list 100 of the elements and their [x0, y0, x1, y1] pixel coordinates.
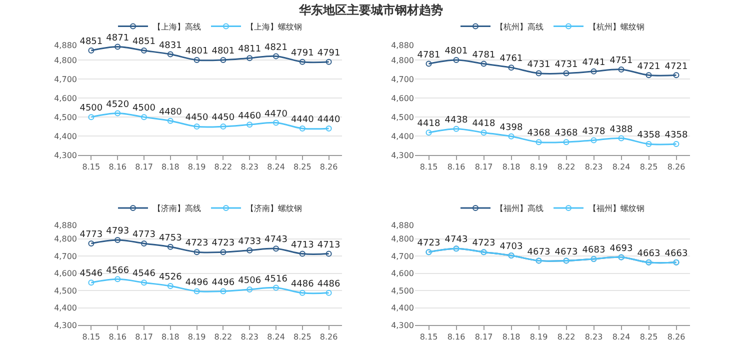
data-label: 4673: [554, 247, 578, 258]
x-tick-label: 8.26: [667, 332, 686, 342]
x-tick-label: 8.19: [188, 332, 206, 342]
x-tick-label: 8.16: [447, 162, 466, 172]
data-label: 4751: [610, 56, 633, 66]
x-tick-label: 8.16: [447, 332, 466, 342]
data-label: 4743: [264, 235, 288, 246]
y-tick-label: 4,800: [391, 234, 414, 244]
y-tick-label: 4,400: [54, 132, 77, 141]
data-label: 4546: [132, 269, 156, 280]
data-label: 4450: [185, 113, 209, 124]
data-label: 4566: [106, 266, 130, 276]
x-tick-label: 8.26: [667, 162, 686, 172]
data-label: 4486: [290, 280, 314, 290]
data-label: 4721: [664, 62, 688, 72]
data-label: 4791: [317, 48, 340, 59]
y-tick-label: 4,300: [391, 320, 414, 330]
data-label: 4723: [472, 238, 496, 249]
y-tick-label: 4,300: [391, 150, 414, 160]
x-tick-label: 8.25: [293, 332, 312, 342]
legend-label: 【福州】高线: [496, 204, 544, 214]
x-tick-label: 8.17: [135, 332, 153, 342]
data-label: 4703: [500, 242, 523, 252]
y-tick-label: 4,500: [391, 286, 414, 296]
x-tick-label: 8.22: [557, 162, 576, 172]
x-tick-label: 8.23: [584, 162, 603, 172]
y-tick-label: 4,500: [54, 286, 77, 296]
legend-label: 【杭州】螺纹钢: [588, 22, 644, 32]
data-label: 4486: [317, 280, 341, 290]
data-label: 4673: [527, 247, 550, 258]
data-label: 4460: [238, 111, 262, 122]
y-tick-label: 4,400: [391, 132, 414, 141]
x-tick-label: 8.17: [474, 162, 493, 172]
x-tick-label: 8.15: [82, 332, 100, 342]
data-label: 4368: [554, 128, 578, 139]
data-label: 4450: [212, 113, 235, 124]
legend-label: 【福州】螺纹钢: [588, 204, 644, 214]
y-tick-label: 4,880: [391, 220, 414, 230]
data-label: 4781: [472, 50, 496, 60]
y-tick-label: 4,700: [391, 252, 414, 261]
data-label: 4663: [637, 249, 660, 260]
data-label: 4520: [106, 100, 130, 110]
x-tick-label: 8.22: [214, 162, 232, 172]
data-label: 4663: [664, 249, 688, 260]
x-tick-label: 8.25: [293, 162, 312, 172]
data-label: 4781: [417, 50, 440, 60]
data-label: 4741: [582, 58, 606, 68]
data-label: 4526: [158, 272, 182, 283]
data-label: 4440: [317, 115, 341, 126]
data-label: 4773: [80, 230, 103, 240]
data-label: 4693: [610, 244, 633, 254]
y-tick-label: 4,800: [54, 56, 77, 65]
data-label: 4811: [238, 44, 262, 55]
data-label: 4753: [158, 234, 182, 244]
data-label: 4801: [212, 46, 235, 57]
data-label: 4793: [106, 226, 130, 237]
y-tick-label: 4,300: [54, 320, 77, 330]
data-label: 4821: [264, 42, 288, 53]
y-tick-label: 4,600: [54, 269, 77, 278]
x-tick-label: 8.23: [584, 332, 603, 342]
data-label: 4418: [417, 119, 440, 130]
y-tick-label: 4,880: [54, 40, 77, 50]
data-label: 4743: [444, 235, 468, 246]
data-label: 4496: [212, 278, 235, 288]
y-tick-label: 4,400: [54, 304, 77, 313]
data-label: 4500: [132, 104, 156, 114]
data-label: 4500: [80, 104, 103, 114]
y-tick-label: 4,400: [391, 304, 414, 313]
legend-label: 【上海】高线: [153, 22, 201, 32]
data-label: 4723: [212, 238, 235, 249]
x-tick-label: 8.15: [420, 162, 438, 172]
legend-label: 【杭州】高线: [496, 22, 544, 32]
x-tick-label: 8.17: [135, 162, 153, 172]
data-label: 4851: [80, 37, 103, 48]
x-tick-label: 8.18: [161, 332, 180, 342]
x-tick-label: 8.24: [267, 332, 285, 342]
x-tick-label: 8.23: [240, 332, 259, 342]
data-label: 4480: [158, 107, 182, 118]
data-label: 4731: [527, 60, 550, 70]
data-label: 4438: [444, 115, 468, 126]
data-label: 4440: [290, 115, 314, 126]
x-tick-label: 8.18: [161, 162, 180, 172]
text: 华东地区主要城市钢材趋势: [298, 2, 444, 19]
data-label: 4723: [185, 238, 208, 249]
data-label: 4368: [527, 128, 550, 139]
x-tick-label: 8.16: [108, 332, 127, 342]
x-tick-label: 8.25: [640, 162, 658, 172]
x-tick-label: 8.25: [640, 332, 658, 342]
x-tick-label: 8.26: [320, 162, 338, 172]
x-tick-label: 8.15: [82, 162, 100, 172]
data-label: 4733: [238, 236, 262, 247]
data-label: 4731: [554, 60, 578, 70]
legend-label: 【济南】螺纹钢: [246, 204, 302, 214]
y-tick-label: 4,500: [54, 112, 77, 122]
y-tick-label: 4,800: [391, 56, 414, 65]
y-tick-label: 4,500: [391, 112, 414, 122]
data-label: 4470: [264, 109, 288, 120]
y-tick-label: 4,700: [54, 252, 77, 261]
data-label: 4831: [158, 40, 182, 51]
y-tick-label: 4,600: [54, 94, 77, 103]
